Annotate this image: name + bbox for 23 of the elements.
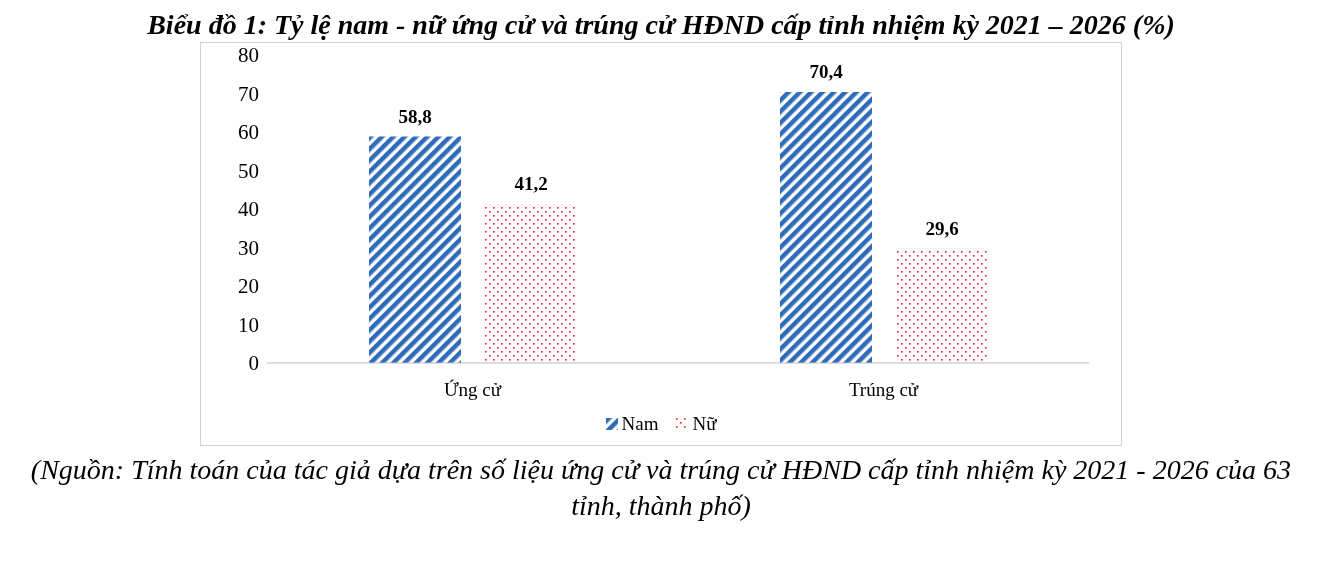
y-tick-label: 40 [238,197,259,222]
bar [780,91,872,363]
text: (Nguồn: Tính toán của tác giả dựa trên số liệu ứng cử và trúng cử HĐND cấp tỉnh nhiệm kỳ 2021 - 2026 của 63 tỉnh, thành phố) [29,453,1293,523]
y-tick-label: 80 [238,43,259,68]
data-label: 41,2 [514,173,548,195]
y-tick-label: 70 [238,81,259,106]
x-tick-label: Trúng cử [848,379,919,401]
y-tick-label: 20 [238,274,259,299]
bar [485,204,577,363]
chart-title: Biểu đồ 1: Tỷ lệ nam - nữ ứng cử và trúng cử HĐND cấp tỉnh nhiệm kỳ 2021 – 2026 (%) [146,8,1176,42]
x-tick-label: Ứng cử [443,379,502,401]
data-label: 29,6 [925,218,959,240]
y-tick-label: 0 [248,351,259,376]
bar [896,249,988,363]
y-tick-label: 50 [238,158,259,183]
bar [369,136,461,363]
data-label: 70,4 [809,60,844,82]
legend-label: Nữ [691,413,717,435]
y-tick-label: 30 [238,235,259,260]
data-label: 58,8 [398,105,432,127]
y-tick-label: 60 [238,120,259,145]
y-tick-label: 10 [238,312,259,337]
legend-label: Nam [620,413,659,435]
